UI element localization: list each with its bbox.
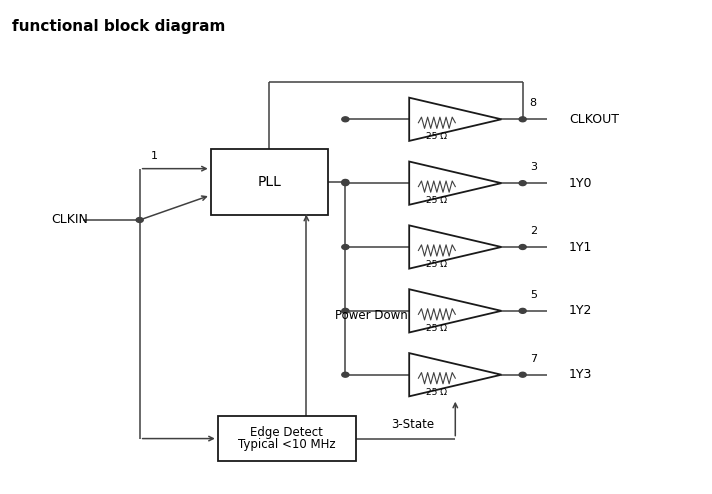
Bar [218, 416, 356, 461]
Circle shape [342, 245, 349, 249]
Text: functional block diagram: functional block diagram [12, 19, 226, 34]
Polygon shape [409, 98, 501, 141]
Circle shape [519, 308, 526, 313]
Text: 1Y2: 1Y2 [569, 304, 592, 317]
Bar [211, 149, 328, 215]
Circle shape [342, 181, 349, 186]
Text: 1Y3: 1Y3 [569, 368, 592, 381]
Text: 3-State: 3-State [391, 418, 434, 431]
Circle shape [136, 217, 143, 222]
Circle shape [519, 117, 526, 122]
Text: 25 Ω: 25 Ω [426, 132, 447, 141]
Circle shape [342, 308, 349, 313]
Text: 1: 1 [150, 151, 157, 161]
Text: 1Y0: 1Y0 [569, 177, 592, 190]
Text: Edge Detect: Edge Detect [251, 426, 323, 439]
Circle shape [342, 117, 349, 122]
Text: CLKOUT: CLKOUT [569, 113, 619, 126]
Polygon shape [409, 353, 501, 396]
Text: 25 Ω: 25 Ω [426, 196, 447, 205]
Text: 2: 2 [530, 226, 537, 236]
Circle shape [519, 372, 526, 377]
Polygon shape [409, 162, 501, 205]
Text: 8: 8 [530, 98, 537, 109]
Circle shape [519, 245, 526, 249]
Text: CLKIN: CLKIN [51, 213, 88, 226]
Polygon shape [409, 289, 501, 332]
Text: 25 Ω: 25 Ω [426, 388, 447, 397]
Circle shape [342, 179, 349, 184]
Text: 25 Ω: 25 Ω [426, 324, 447, 333]
Text: 7: 7 [530, 354, 537, 364]
Circle shape [342, 372, 349, 377]
Text: PLL: PLL [257, 175, 281, 189]
Text: Power Down: Power Down [335, 309, 407, 322]
Polygon shape [409, 225, 501, 269]
Text: 25 Ω: 25 Ω [426, 260, 447, 269]
Text: Typical <10 MHz: Typical <10 MHz [238, 439, 335, 452]
Circle shape [519, 181, 526, 186]
Text: 3: 3 [530, 163, 537, 172]
Text: 1Y1: 1Y1 [569, 241, 592, 253]
Text: 5: 5 [530, 290, 537, 300]
